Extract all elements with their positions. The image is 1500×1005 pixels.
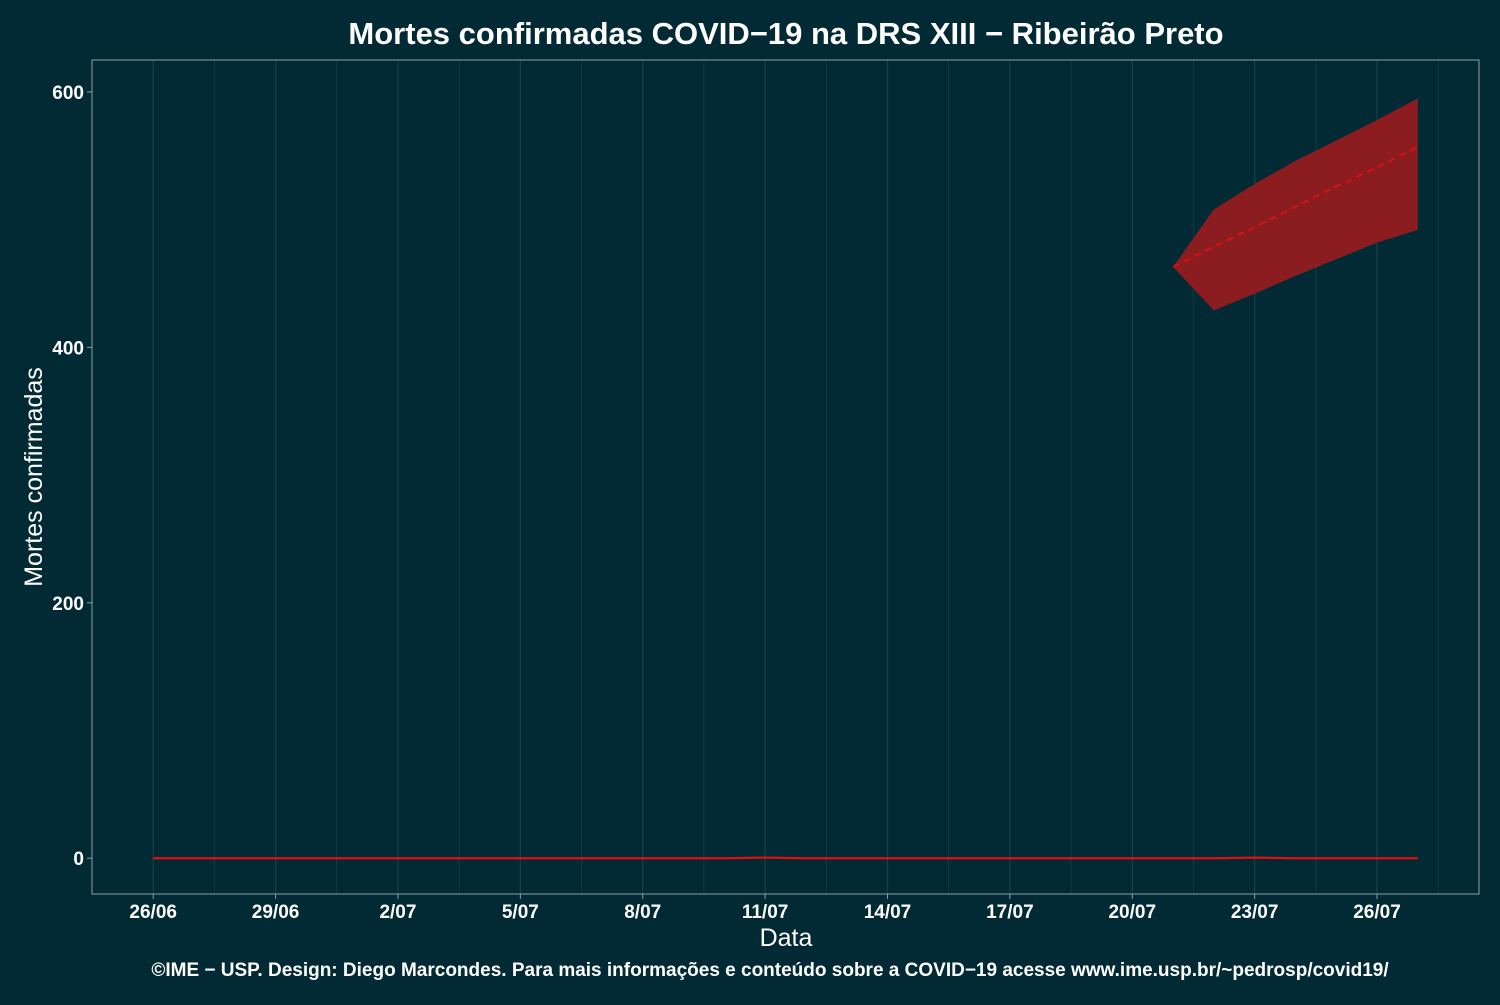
caption: ©IME − USP. Design: Diego Marcondes. Par…	[151, 960, 1389, 981]
x-axis-title: Data	[760, 924, 813, 952]
x-tick-label: 2/07	[379, 902, 416, 923]
y-tick-label: 600	[52, 83, 84, 104]
y-tick-label: 200	[52, 594, 84, 615]
series-layer	[153, 146, 1419, 860]
y-axis-title: Mortes confirmadas	[20, 367, 48, 587]
x-tick-label: 26/07	[1353, 902, 1401, 923]
x-tick-label: 26/06	[129, 902, 177, 923]
x-tick-label: 23/07	[1231, 902, 1279, 923]
x-tick-label: 14/07	[864, 902, 912, 923]
x-tick-label: 20/07	[1108, 902, 1156, 923]
plot-frame	[91, 59, 1480, 895]
grid-layer	[152, 60, 1439, 894]
y-tick-label: 400	[52, 338, 84, 359]
y-axis: 0 200 400 600	[52, 83, 92, 870]
prediction-band	[1173, 98, 1418, 311]
x-tick-label: 11/07	[742, 902, 789, 923]
x-tick-label: 5/07	[502, 902, 539, 923]
x-tick-label: 29/06	[252, 902, 300, 923]
predicted-deaths-line	[1172, 146, 1419, 268]
chart-title: Mortes confirmadas COVID−19 na DRS XIII …	[348, 16, 1223, 51]
confirmed-deaths-line	[153, 856, 1418, 860]
x-axis: 26/06 29/06 2/07 5/07 8/07 11/07 14/07 17/07 20/…	[129, 894, 1401, 923]
y-tick-label: 0	[73, 849, 84, 870]
x-tick-label: 17/07	[986, 902, 1034, 923]
x-tick-label: 8/07	[624, 902, 661, 923]
band-layer	[1173, 98, 1418, 311]
